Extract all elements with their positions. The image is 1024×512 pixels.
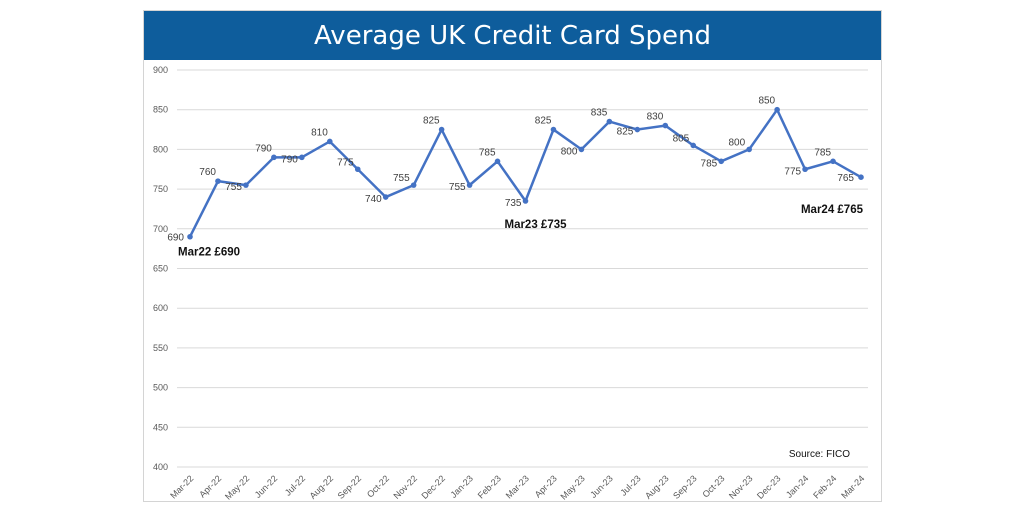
data-label: 805	[673, 133, 690, 144]
x-tick-label: Feb-23	[476, 473, 503, 500]
y-tick-label: 500	[153, 383, 168, 393]
x-tick-label: Jun-23	[588, 473, 615, 500]
data-label: 785	[814, 147, 831, 158]
chart-title: Average UK Credit Card Spend	[144, 11, 881, 60]
data-point	[550, 126, 557, 133]
data-point	[634, 126, 641, 133]
data-point	[830, 158, 836, 165]
data-point	[271, 154, 277, 161]
x-tick-label: Oct-23	[700, 473, 726, 499]
data-point	[858, 174, 864, 180]
data-point	[243, 182, 249, 188]
x-tick-label: Feb-24	[811, 473, 838, 500]
data-label: 755	[225, 182, 242, 193]
data-point	[187, 233, 193, 240]
x-tick-label: Nov-23	[727, 473, 755, 501]
data-point	[774, 106, 780, 113]
data-label: 825	[535, 116, 552, 127]
y-tick-label: 700	[153, 224, 168, 234]
data-point	[494, 158, 501, 165]
data-point	[326, 138, 333, 145]
data-point	[354, 166, 361, 173]
data-label: 825	[617, 127, 634, 138]
data-point	[410, 182, 417, 188]
x-tick-label: Aug-23	[643, 473, 671, 501]
y-tick-label: 550	[153, 343, 168, 353]
data-label: 785	[479, 147, 496, 158]
x-tick-label: Mar-22	[168, 473, 195, 500]
x-tick-label: Mar-24	[839, 473, 866, 500]
y-tick-label: 750	[153, 184, 168, 194]
x-tick-label: Sep-22	[336, 473, 364, 501]
annotation-label: Mar24 £765	[801, 204, 864, 216]
x-tick-label: Dec-23	[755, 473, 783, 501]
data-label: 790	[255, 143, 272, 154]
annotation-label: Mar22 £690	[178, 247, 240, 259]
x-tick-label: Apr-23	[533, 473, 559, 499]
x-tick-label: Mar-23	[504, 473, 531, 500]
x-tick-label: Apr-22	[197, 473, 223, 499]
data-point	[662, 122, 669, 129]
data-label: 755	[449, 182, 466, 193]
x-tick-label: Nov-22	[391, 473, 419, 501]
data-point	[522, 198, 529, 204]
data-point	[718, 158, 725, 165]
x-tick-label: Jul-22	[283, 473, 307, 497]
data-label: 775	[784, 166, 801, 177]
y-tick-label: 800	[153, 144, 168, 154]
data-label: 800	[728, 137, 745, 148]
data-label: 775	[337, 157, 354, 168]
x-tick-label: Jan-24	[784, 473, 811, 500]
series-line	[188, 108, 862, 238]
y-tick-label: 850	[153, 105, 168, 115]
x-tick-label: May-23	[559, 473, 587, 501]
data-label: 830	[647, 112, 664, 123]
x-tick-label: Sep-23	[671, 473, 699, 501]
data-point	[215, 178, 221, 184]
data-point	[466, 182, 473, 188]
annotation-label: Mar23 £735	[504, 219, 567, 231]
x-tick-label: Jan-23	[448, 473, 475, 500]
data-label: 800	[561, 146, 578, 157]
data-label: 785	[701, 158, 718, 169]
x-tick-label: Dec-22	[419, 473, 447, 501]
data-point	[382, 194, 389, 200]
data-label: 850	[758, 96, 775, 107]
data-label: 740	[365, 194, 382, 205]
data-point	[438, 126, 445, 133]
x-tick-label: Aug-22	[308, 473, 336, 501]
data-label: 755	[393, 173, 410, 184]
data-point	[690, 142, 697, 149]
data-label: 790	[281, 154, 298, 165]
data-label: 810	[311, 127, 328, 138]
data-point	[802, 166, 808, 173]
data-point	[746, 146, 752, 153]
data-point	[606, 118, 613, 125]
data-label: 765	[837, 173, 854, 184]
source-note: Source: FICO	[789, 449, 850, 460]
y-tick-label: 900	[153, 65, 168, 75]
data-point	[578, 146, 585, 153]
chart-frame: Average UK Credit Card Spend 400 450 500 55…	[143, 10, 882, 502]
data-label: 735	[505, 198, 522, 209]
y-tick-label: 650	[153, 264, 168, 274]
data-label: 690	[167, 233, 184, 244]
data-label: 825	[423, 116, 440, 127]
data-point	[299, 154, 305, 161]
data-label: 760	[199, 167, 216, 178]
data-label: 835	[591, 108, 608, 119]
x-tick-label: May-22	[223, 473, 251, 501]
x-tick-label: Jun-22	[253, 473, 280, 500]
y-tick-label: 600	[153, 303, 168, 313]
y-tick-label: 400	[153, 462, 168, 472]
x-tick-label: Oct-22	[365, 473, 391, 499]
y-tick-label: 450	[153, 422, 168, 432]
x-tick-label: Jul-23	[618, 473, 642, 497]
